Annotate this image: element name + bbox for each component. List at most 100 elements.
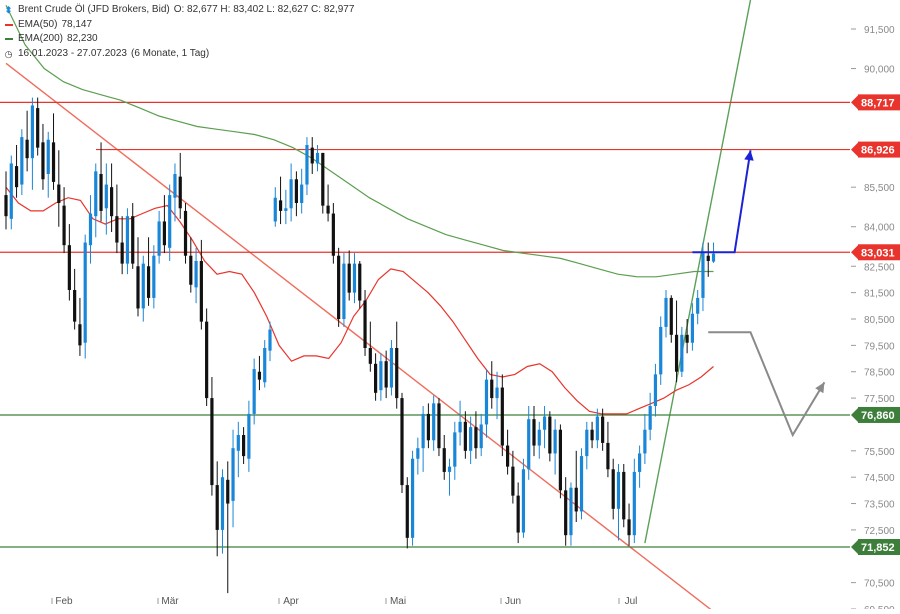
- candle-up: [632, 458, 636, 544]
- candle-down: [426, 403, 430, 449]
- candle-down: [189, 237, 193, 293]
- candle-body: [701, 253, 705, 298]
- candle-body: [696, 297, 700, 314]
- candle-down: [321, 152, 325, 214]
- candle-down: [310, 137, 314, 174]
- candle-down: [67, 224, 71, 301]
- price-tag-label: 76,860: [861, 410, 895, 422]
- candle-down: [257, 355, 262, 391]
- candle-up: [157, 210, 161, 264]
- candle-down: [358, 261, 362, 309]
- y-tick-label: 91,500: [864, 25, 895, 36]
- candle-body: [162, 221, 166, 246]
- candle-body: [284, 208, 288, 211]
- candle-up: [638, 445, 642, 488]
- candle-body: [152, 255, 156, 298]
- candle-up: [315, 145, 320, 172]
- candle-down: [146, 237, 151, 306]
- price-tag-label: 83,031: [861, 247, 895, 259]
- y-tick-label: 75,500: [864, 447, 895, 458]
- legend-range: 16.01.2023 - 27.07.2023: [18, 47, 127, 59]
- candle-down: [490, 361, 494, 409]
- candle-body: [220, 477, 225, 530]
- candle-down: [99, 142, 103, 222]
- candle-body: [157, 221, 161, 256]
- candle-body: [236, 435, 240, 451]
- candle-body: [20, 137, 24, 185]
- candle-body: [300, 184, 304, 203]
- legend-ema50-value: 78,147: [61, 18, 93, 30]
- candle-down: [120, 216, 124, 275]
- candle-down: [73, 268, 77, 330]
- scenario-up-arrow-path: [692, 150, 752, 254]
- candle-body: [395, 348, 399, 399]
- candle-up: [247, 400, 251, 472]
- candle-down: [532, 406, 536, 457]
- candle-body: [548, 416, 552, 454]
- candle-body: [136, 266, 140, 309]
- ema50-swatch-icon: [5, 23, 13, 26]
- candle-body: [347, 263, 351, 293]
- candle-body: [410, 458, 415, 538]
- candle-down: [226, 461, 230, 594]
- candle-up: [595, 408, 599, 449]
- candle-body: [653, 374, 658, 406]
- candle-body: [590, 429, 594, 441]
- legend-instrument: Brent Crude Öl (JFD Brokers, Bid): [18, 4, 170, 15]
- candle-body: [46, 139, 50, 174]
- candle-body: [83, 242, 87, 343]
- candle-up: [537, 421, 541, 459]
- chart-legend: ⬍ Brent Crude Öl (JFD Brokers, Bid) O: 8…: [4, 3, 355, 61]
- legend-ema200-row: EMA(200) 82,230: [4, 32, 354, 47]
- candle-body: [532, 419, 536, 446]
- candle-body: [141, 263, 145, 309]
- candle-body: [178, 176, 182, 209]
- candle-down: [162, 195, 166, 254]
- candle-down: [405, 477, 409, 549]
- candle-body: [73, 290, 77, 322]
- price-tag-pointer: [851, 141, 859, 158]
- y-tick-label: 77,500: [864, 394, 895, 405]
- candle-down: [622, 464, 626, 528]
- price-tag-support: 71,852: [851, 538, 900, 555]
- candle-up: [88, 195, 93, 264]
- candle-down: [506, 429, 510, 475]
- candle-down: [4, 171, 8, 230]
- candle-body: [643, 429, 647, 454]
- candle-body: [669, 297, 673, 335]
- candle-down: [51, 113, 56, 190]
- candle-body: [289, 179, 293, 209]
- candle-body: [574, 487, 578, 512]
- candle-down: [685, 319, 689, 354]
- candles: [4, 97, 716, 594]
- candle-body: [579, 456, 584, 512]
- candle-down: [437, 398, 441, 457]
- candle-body: [564, 490, 568, 536]
- candle-body: [104, 184, 108, 209]
- candle-up: [432, 395, 436, 451]
- candle-body: [553, 429, 557, 454]
- candle-body: [611, 469, 615, 509]
- candle-body: [632, 471, 636, 536]
- candle-body: [521, 469, 526, 533]
- candle-body: [226, 479, 230, 504]
- y-tick-label: 70,500: [864, 579, 895, 590]
- price-tag-label: 88,717: [861, 97, 895, 109]
- scenario-down-arrow-path: [708, 331, 826, 438]
- candle-body: [706, 255, 710, 261]
- candle-body: [622, 471, 626, 520]
- candle-down: [110, 163, 114, 232]
- candle-up: [125, 208, 130, 275]
- legend-instrument-row: ⬍ Brent Crude Öl (JFD Brokers, Bid) O: 8…: [4, 3, 355, 18]
- candle-body: [469, 427, 473, 451]
- candle-body: [294, 179, 298, 203]
- legend-ema200-label: EMA(200): [18, 33, 64, 44]
- candle-body: [601, 416, 605, 443]
- candle-up: [20, 129, 24, 196]
- candle-down: [574, 450, 578, 522]
- candle-body: [659, 326, 663, 375]
- candle-up: [300, 168, 304, 214]
- x-tick-label: Feb: [55, 596, 73, 607]
- axes: 69,500 70,500 71,852 72,500 73,500 74,500 75,5…: [51, 25, 900, 614]
